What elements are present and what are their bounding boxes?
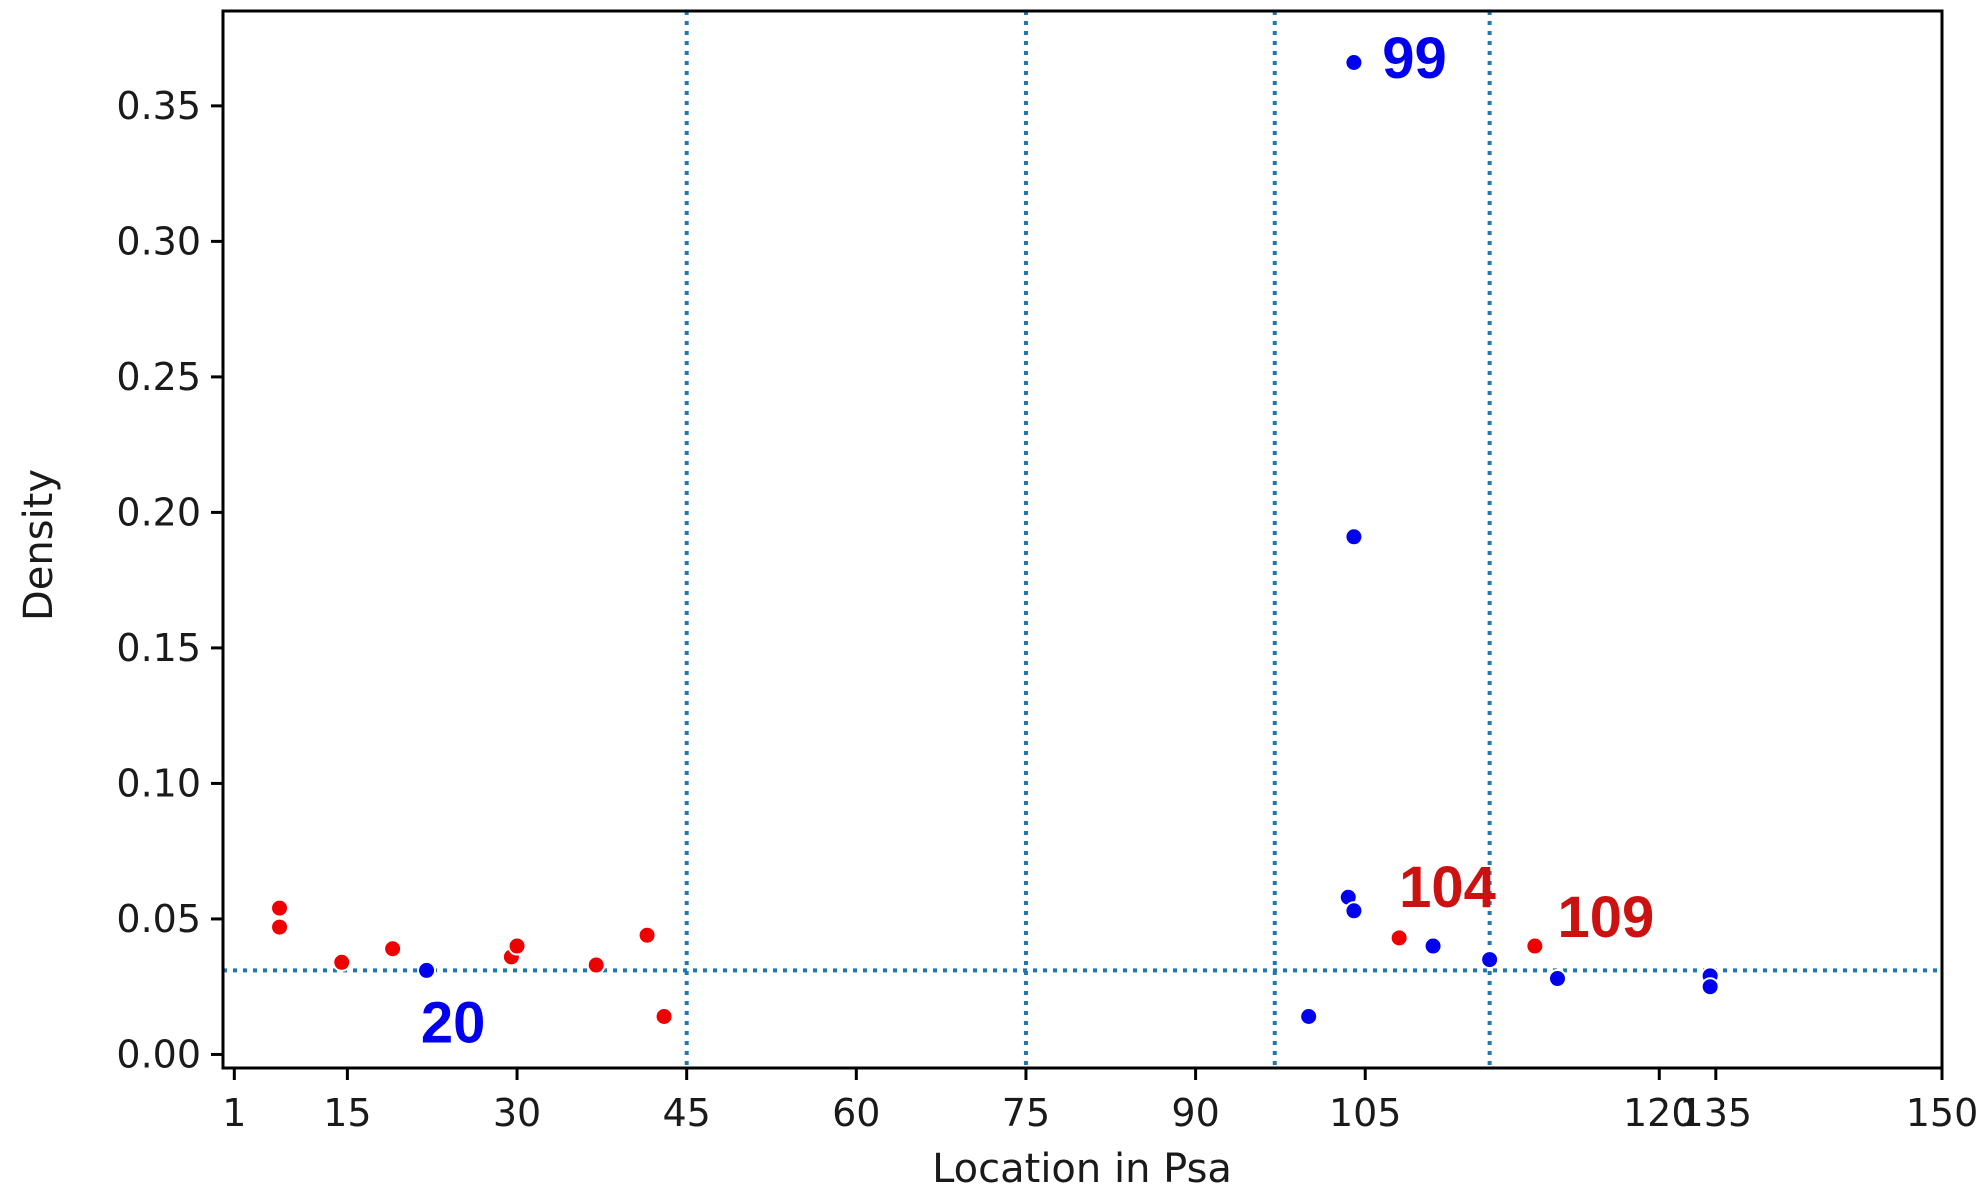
plot-frame xyxy=(221,9,1944,1070)
y-tick-label-7: 0.35 xyxy=(116,84,201,128)
point-s0-6 xyxy=(586,955,606,975)
x-axis-label: Location in Psa xyxy=(932,1146,1232,1192)
point-s0-8 xyxy=(654,1007,674,1027)
y-tick-label-2: 0.10 xyxy=(116,761,201,805)
y-tick-label-5: 0.25 xyxy=(116,355,201,399)
x-tick-label-7: 105 xyxy=(1329,1091,1402,1135)
y-tick-label-0: 0.00 xyxy=(116,1032,201,1076)
y-tick-label-4: 0.20 xyxy=(116,490,201,534)
point-s1-10 xyxy=(1700,977,1720,997)
y-axis: 0.00 0.05 0.10 0.15 0.20 0.25 0.30 0.35 xyxy=(116,84,223,1076)
x-tick-label-2: 30 xyxy=(493,1091,541,1135)
x-tick-label-10: 150 xyxy=(1906,1091,1979,1135)
x-tick-label-0: 1 xyxy=(222,1091,246,1135)
point-s1-0 xyxy=(417,960,437,980)
point-s0-3 xyxy=(383,939,403,959)
x-tick-label-4: 60 xyxy=(832,1091,880,1135)
x-tick-label-5: 75 xyxy=(1002,1091,1050,1135)
point-s0-9 xyxy=(1389,928,1409,948)
point-s1-4 xyxy=(1344,527,1364,547)
x-tick-label-8: 120 xyxy=(1623,1091,1696,1135)
point-s0-1 xyxy=(270,917,290,937)
point-s1-8 xyxy=(1547,969,1567,989)
annotation-99: 99 xyxy=(1382,26,1447,91)
x-tick-label-9: 135 xyxy=(1680,1091,1753,1135)
point-s1-6 xyxy=(1423,936,1443,956)
point-s0-0 xyxy=(270,898,290,918)
annotations: 99 20 104 109 xyxy=(421,26,1654,1056)
annotation-20: 20 xyxy=(421,991,486,1056)
point-s1-3 xyxy=(1344,901,1364,921)
x-tick-label-3: 45 xyxy=(662,1091,710,1135)
point-s1-5 xyxy=(1344,52,1364,72)
point-s1-1 xyxy=(1299,1007,1319,1027)
point-s0-5 xyxy=(507,936,527,956)
annotation-104: 104 xyxy=(1399,855,1496,920)
point-s0-10 xyxy=(1525,936,1545,956)
annotation-109: 109 xyxy=(1557,885,1654,950)
y-tick-label-3: 0.15 xyxy=(116,626,201,670)
y-axis-label: Density xyxy=(16,469,62,621)
y-tick-label-6: 0.30 xyxy=(116,219,201,263)
reference-lines xyxy=(223,11,1942,1068)
x-tick-label-6: 90 xyxy=(1171,1091,1219,1135)
x-tick-label-1: 15 xyxy=(323,1091,371,1135)
point-s0-2 xyxy=(332,952,352,972)
y-tick-label-1: 0.05 xyxy=(116,897,201,941)
point-s0-7 xyxy=(637,925,657,945)
point-s1-7 xyxy=(1480,950,1500,970)
data-points xyxy=(270,52,1720,1027)
